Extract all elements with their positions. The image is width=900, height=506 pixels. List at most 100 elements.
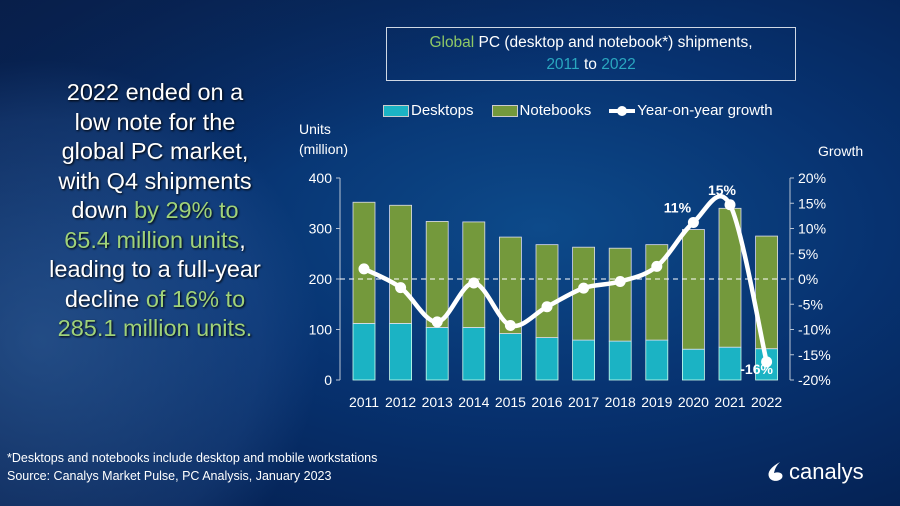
bar-desktops [572, 339, 595, 381]
growth-point [614, 276, 626, 288]
headline-line: 285.1 million units. [10, 314, 300, 344]
headline-segment: 2022 ended on a [66, 79, 244, 105]
y2-tick-label: -5% [798, 296, 823, 312]
headline-segment: leading to a full-year [49, 256, 261, 282]
legend-label: Year-on-year growth [637, 102, 773, 119]
x-tick-label: 2016 [531, 394, 562, 410]
legend-swatch-notebooks [491, 104, 518, 117]
legend-line-marker-icon [609, 105, 636, 116]
legend-growth: Year-on-year growth [609, 102, 773, 119]
bar-desktops [718, 346, 742, 381]
headline-segment: 285.1 million units. [57, 315, 253, 341]
bar-notebooks [535, 244, 559, 338]
growth-point [541, 301, 553, 313]
headline-line: low note for the [10, 108, 300, 138]
headline-line: global PC market, [10, 137, 300, 167]
y2-tick-label: 15% [798, 195, 826, 211]
bar-desktops [498, 333, 522, 381]
title-part: 2011 [546, 56, 580, 73]
title-part: PC (desktop and notebook*) shipments, [474, 34, 753, 51]
bar-desktops [352, 323, 376, 381]
bar-notebooks [389, 204, 413, 324]
y-axis-label: (million) [299, 141, 348, 157]
chart-title: Global PC (desktop and notebook*) shipme… [386, 27, 796, 81]
y-tick-label: 0 [324, 372, 332, 388]
canalys-logo-icon [768, 462, 783, 481]
x-tick-label: 2022 [751, 394, 782, 410]
headline-segment: low note for the [74, 108, 236, 135]
growth-data-label: 15% [708, 182, 737, 198]
y2-axis-label: Growth [818, 143, 863, 159]
bar-notebooks [425, 221, 449, 328]
headline-segment: global PC market, [61, 138, 249, 164]
growth-point [431, 316, 443, 328]
y2-tick-label: 10% [798, 221, 826, 237]
legend-notebooks: Notebooks [491, 102, 591, 119]
bar-notebooks [755, 235, 778, 350]
growth-point [578, 282, 590, 294]
bar-desktops [462, 327, 486, 381]
y-tick-label: 300 [309, 221, 333, 237]
bar-notebooks [352, 201, 376, 324]
bar-desktops [389, 323, 413, 381]
x-tick-label: 2013 [422, 394, 453, 410]
y2-tick-label: -10% [798, 322, 831, 338]
x-tick-label: 2012 [385, 394, 416, 410]
bar-notebooks [608, 247, 632, 342]
headline-segment: decline [64, 285, 146, 312]
footnote: *Desktops and notebooks include desktop … [7, 451, 378, 465]
headline-segment: down [71, 197, 135, 223]
headline-segment: by 29% to [134, 197, 239, 223]
bar-desktops [682, 348, 705, 381]
footer: *Desktops and notebooks include desktop … [7, 449, 377, 485]
headline-text: 2022 ended on a low note for the global PC… [10, 78, 300, 344]
title-part: Global [429, 34, 475, 51]
y2-tick-label: -15% [798, 347, 831, 363]
bar-notebooks [462, 221, 486, 328]
headline-segment: , [239, 226, 246, 253]
headline-segment: with Q4 shipments [58, 167, 252, 194]
y2-tick-label: -20% [798, 372, 831, 388]
headline-segment: 65.4 million units [64, 226, 240, 253]
x-tick-label: 2014 [458, 394, 489, 410]
bar-desktops [608, 340, 632, 381]
legend-desktops: Desktops [383, 102, 474, 119]
x-tick-label: 2011 [349, 394, 379, 410]
y-tick-label: 200 [309, 271, 333, 287]
headline-line: 2022 ended on a [10, 78, 300, 108]
growth-data-label: -16% [740, 361, 773, 377]
growth-point [724, 199, 736, 211]
canalys-logo: canalys [766, 459, 864, 485]
logo-text: canalys [789, 459, 864, 484]
x-tick-label: 2019 [641, 394, 672, 410]
headline-line: down by 29% to [10, 196, 300, 226]
source-note: Source: Canalys Market Pulse, PC Analysi… [7, 469, 332, 483]
y2-tick-label: 20% [798, 170, 826, 186]
x-tick-label: 2017 [568, 394, 599, 410]
y2-tick-label: 5% [798, 246, 818, 262]
y2-tick-label: 0% [798, 271, 818, 287]
bar-notebooks [498, 236, 522, 334]
x-tick-label: 2021 [714, 394, 745, 410]
headline-segment: of 16% to [145, 285, 246, 312]
growth-point [504, 319, 516, 331]
x-tick-label: 2018 [605, 394, 636, 410]
bar-desktops [425, 327, 449, 381]
headline-line: leading to a full-year [10, 255, 300, 285]
x-tick-label: 2020 [678, 394, 709, 410]
bar-desktops [535, 337, 559, 381]
headline-line: decline of 16% to [10, 285, 300, 315]
bar-desktops [645, 339, 669, 381]
growth-point [761, 356, 773, 368]
chart-plot: 0 100 200 300 400 -20% -15% -10% -5% 0% 5% 10% 15% 20… [299, 121, 863, 410]
headline-line: with Q4 shipments [10, 167, 300, 197]
y-tick-label: 400 [309, 170, 333, 186]
legend-label: Desktops [411, 102, 474, 119]
y-axis-label: Units [299, 121, 331, 137]
growth-point [395, 282, 407, 294]
growth-point [651, 260, 663, 272]
bar-notebooks [682, 229, 705, 350]
title-part: 2022 [601, 56, 636, 73]
legend-swatch-desktops [383, 104, 409, 117]
growth-point [468, 277, 480, 289]
